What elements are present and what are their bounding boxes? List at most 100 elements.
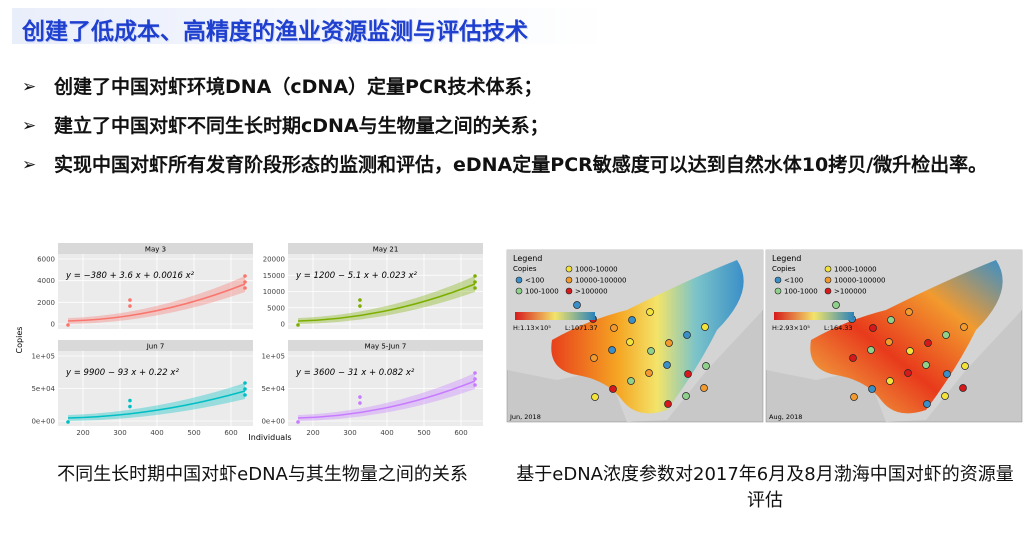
legend-dot (565, 287, 573, 295)
fit-curve (67, 283, 246, 322)
bullet: 建立了中国对虾不同生长时期cDNA与生物量之间的关系； (22, 107, 1012, 146)
figures: May 3 0 2000 4000 6000 y = −380 + 3.6 x + 0.0… (15, 243, 1023, 442)
legend-label: 100-1000 (525, 288, 559, 296)
y-tick-label: 6000 (37, 256, 55, 264)
point (128, 398, 132, 403)
station (850, 393, 858, 401)
station (886, 377, 894, 385)
map-date: Aug, 2018 (769, 413, 802, 421)
color-scale (515, 312, 595, 320)
y-tick-label: 20000 (263, 256, 285, 264)
station (701, 323, 709, 331)
y-tick-label: 2000 (37, 299, 55, 307)
station (923, 400, 931, 408)
station (849, 354, 857, 362)
station (682, 392, 690, 400)
scale-high: H:1.13×10⁵ (513, 324, 551, 332)
station (941, 392, 949, 400)
scale-low: L:1071.37 (565, 324, 598, 332)
station (683, 331, 691, 339)
panel-title: May 3 (145, 246, 166, 254)
point (358, 304, 362, 308)
point (243, 286, 247, 290)
caption-left: 不同生长时期中国对虾eDNA与其生物量之间的关系 (57, 464, 468, 485)
station (960, 323, 968, 331)
legend-copies: Copies (513, 265, 537, 273)
y-tick-label: 4000 (37, 277, 55, 285)
point (473, 286, 477, 290)
equation: y = 3600 − 31 x + 0.082 x² (295, 368, 415, 378)
equation: y = 1200 − 5.1 x + 0.023 x² (295, 271, 418, 281)
strip (288, 340, 483, 351)
fit-band (298, 373, 475, 421)
fit-band (298, 276, 475, 324)
station (610, 324, 618, 332)
x-tick-label: 500 (187, 429, 200, 437)
x-axis-label: Individuals (248, 433, 291, 442)
strip (288, 243, 483, 254)
point (358, 401, 362, 405)
point (473, 383, 477, 387)
x-tick-label: 500 (417, 429, 430, 437)
legend-dot (774, 287, 782, 295)
station (832, 301, 840, 309)
point (473, 274, 477, 278)
point (128, 304, 132, 308)
station (663, 361, 671, 369)
panel-title: Jun 7 (146, 343, 165, 351)
point (243, 274, 247, 278)
station (645, 369, 653, 377)
station (885, 338, 893, 346)
station (905, 308, 913, 316)
color-scale (774, 312, 854, 320)
point (473, 377, 477, 381)
panel-title: May 5-Jun 7 (365, 343, 407, 351)
station (684, 370, 692, 378)
legend-dot (565, 276, 573, 284)
x-tick-label: 400 (150, 429, 163, 437)
point (128, 298, 132, 302)
scale-high: H:2.93×10⁵ (772, 324, 810, 332)
slide-title: 创建了低成本、高精度的渔业资源监测与评估技术 (22, 19, 528, 45)
station (961, 362, 969, 370)
station (646, 308, 654, 316)
station (628, 316, 636, 324)
y-tick-label: 10000 (263, 288, 285, 296)
point (473, 280, 477, 284)
caption-right: 基于eDNA浓度参数对2017年6月及8月渤海中国对虾的资源量评估 (516, 464, 1014, 511)
point (128, 404, 132, 409)
strip (58, 243, 253, 254)
equation: y = 9900 − 93 x + 0.22 x² (65, 368, 179, 378)
y-tick-label: 0e+00 (261, 418, 285, 426)
point (296, 323, 300, 327)
y-tick-label: 0 (51, 321, 55, 329)
station (665, 339, 673, 347)
legend-title: Legend (772, 254, 801, 263)
point (66, 420, 70, 424)
legend-label: 1000-10000 (575, 266, 618, 274)
y-tick-label: 1e+05 (31, 353, 55, 361)
y-tick-label: 5000 (267, 304, 285, 312)
y-axis-label: Copies (15, 327, 24, 354)
x-tick-label: 600 (224, 429, 237, 437)
legend-dot (515, 276, 523, 284)
bullet-list: 创建了中国对虾环境DNA（cDNA）定量PCR技术体系； 建立了中国对虾不同生长… (22, 68, 1012, 185)
station (924, 339, 932, 347)
equation: y = −380 + 3.6 x + 0.0016 x² (65, 271, 195, 281)
station (869, 324, 877, 332)
panel-bg (58, 254, 253, 329)
station (942, 331, 950, 339)
station (647, 347, 655, 355)
point (358, 395, 362, 399)
station (608, 346, 616, 354)
point (473, 371, 477, 375)
station (591, 393, 599, 401)
x-tick-label: 400 (380, 429, 393, 437)
station (887, 316, 895, 324)
legend-dot (774, 276, 782, 284)
y-tick-label: 1e+05 (261, 353, 285, 361)
point (296, 420, 300, 424)
station (664, 400, 672, 408)
y-tick-label: 0e+00 (31, 418, 55, 426)
